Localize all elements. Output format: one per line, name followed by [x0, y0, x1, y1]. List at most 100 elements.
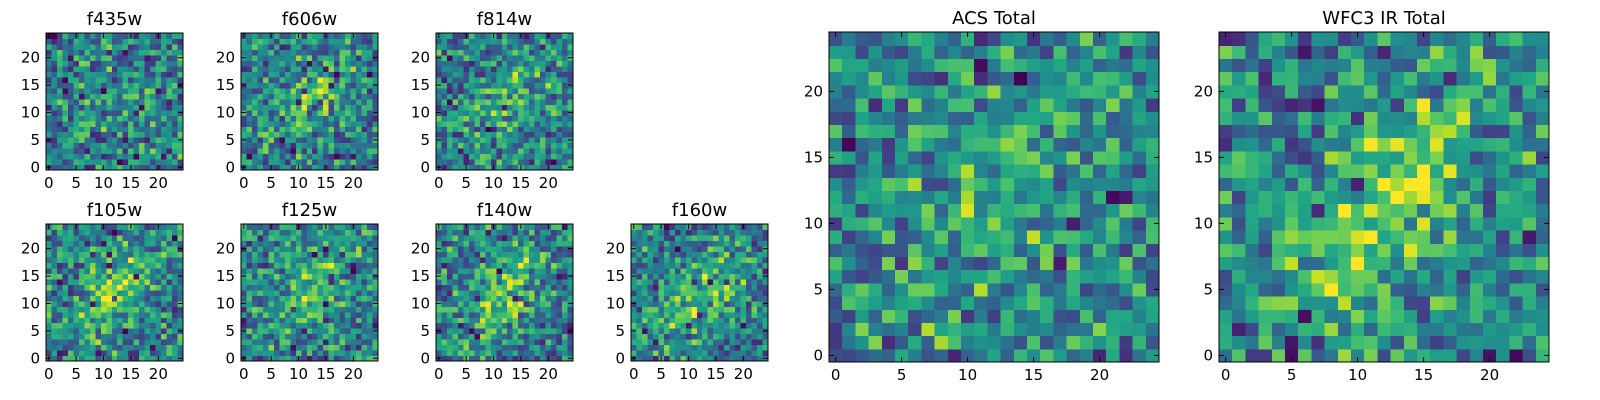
pixel [273, 245, 280, 252]
pixel [367, 295, 374, 302]
pixel [51, 159, 58, 166]
pixel [746, 251, 753, 258]
pixel [512, 137, 519, 144]
pixel [111, 273, 118, 280]
pixel [567, 33, 574, 40]
pixel [529, 153, 536, 160]
pixel [361, 256, 368, 263]
pixel [485, 251, 492, 258]
pixel [150, 115, 157, 122]
pixel [468, 115, 475, 122]
pixel [987, 282, 1002, 297]
pixel [729, 322, 736, 329]
pixel [562, 93, 569, 100]
pixel [78, 65, 85, 72]
pixel [100, 76, 107, 83]
pixel [735, 295, 742, 302]
pixel [691, 333, 698, 340]
pixel [490, 317, 497, 324]
pixel [95, 229, 102, 236]
pixel [350, 137, 357, 144]
pixel [46, 98, 53, 105]
pixel [172, 267, 179, 274]
pixel [479, 224, 486, 231]
pixel [279, 76, 286, 83]
pixel [339, 115, 346, 122]
pixel [868, 348, 883, 363]
pixel [490, 120, 497, 127]
pixel [707, 234, 714, 242]
pixel [251, 153, 259, 160]
pixel [257, 234, 264, 242]
pixel [1079, 256, 1094, 271]
pixel [84, 262, 91, 269]
pixel [51, 164, 58, 171]
pixel [106, 267, 113, 274]
pixel [150, 278, 157, 285]
pixel [345, 289, 352, 296]
pixel [540, 33, 547, 40]
pixel [457, 229, 464, 236]
pixel [529, 284, 536, 291]
pixel [551, 159, 558, 166]
pixel [51, 295, 58, 302]
pixel [523, 278, 530, 285]
pixel [67, 71, 74, 78]
pixel [1013, 335, 1028, 350]
pixel [95, 159, 102, 166]
pixel [490, 284, 497, 291]
pixel [479, 311, 486, 318]
pixel [345, 93, 352, 100]
pixel [1000, 348, 1015, 363]
pixel [290, 142, 297, 149]
pixel [436, 311, 443, 318]
pixel [463, 131, 470, 138]
pixel [317, 153, 324, 160]
pixel [51, 311, 58, 318]
pixel [436, 159, 443, 166]
pixel [518, 159, 525, 166]
pixel [540, 350, 547, 357]
pixel [545, 104, 552, 111]
pixel [356, 251, 363, 258]
pixel [485, 148, 492, 155]
pixel [62, 333, 69, 340]
pixel [441, 256, 448, 263]
pixel [111, 344, 118, 351]
pixel [306, 43, 313, 51]
pixel [529, 317, 536, 324]
pixel [562, 311, 569, 318]
pixel [350, 322, 357, 329]
pixel [441, 267, 448, 274]
pixel [95, 267, 102, 274]
pixel [562, 82, 569, 89]
panel-title: f125w [282, 200, 337, 221]
pixel [567, 317, 574, 324]
pixel [361, 137, 368, 144]
pixel [133, 76, 140, 83]
pixel [128, 262, 135, 269]
pixel [367, 54, 374, 61]
pixel [501, 60, 508, 67]
pixel [122, 295, 129, 302]
pixel [441, 339, 448, 346]
pixel [881, 335, 896, 350]
pixel [685, 240, 692, 247]
pixel [150, 104, 157, 111]
pixel [356, 240, 363, 247]
pixel [512, 54, 519, 61]
pixel [166, 164, 173, 171]
pixel [372, 43, 379, 51]
pixel [496, 98, 503, 105]
pixel [540, 256, 547, 263]
pixel [122, 54, 129, 61]
pixel [1027, 309, 1041, 323]
pixel [51, 87, 58, 94]
pixel [56, 159, 64, 166]
pixel [279, 60, 286, 67]
pixel [172, 87, 179, 94]
pixel [279, 355, 286, 362]
pixel [56, 289, 64, 296]
pixel [540, 289, 547, 296]
pixel [117, 71, 124, 78]
